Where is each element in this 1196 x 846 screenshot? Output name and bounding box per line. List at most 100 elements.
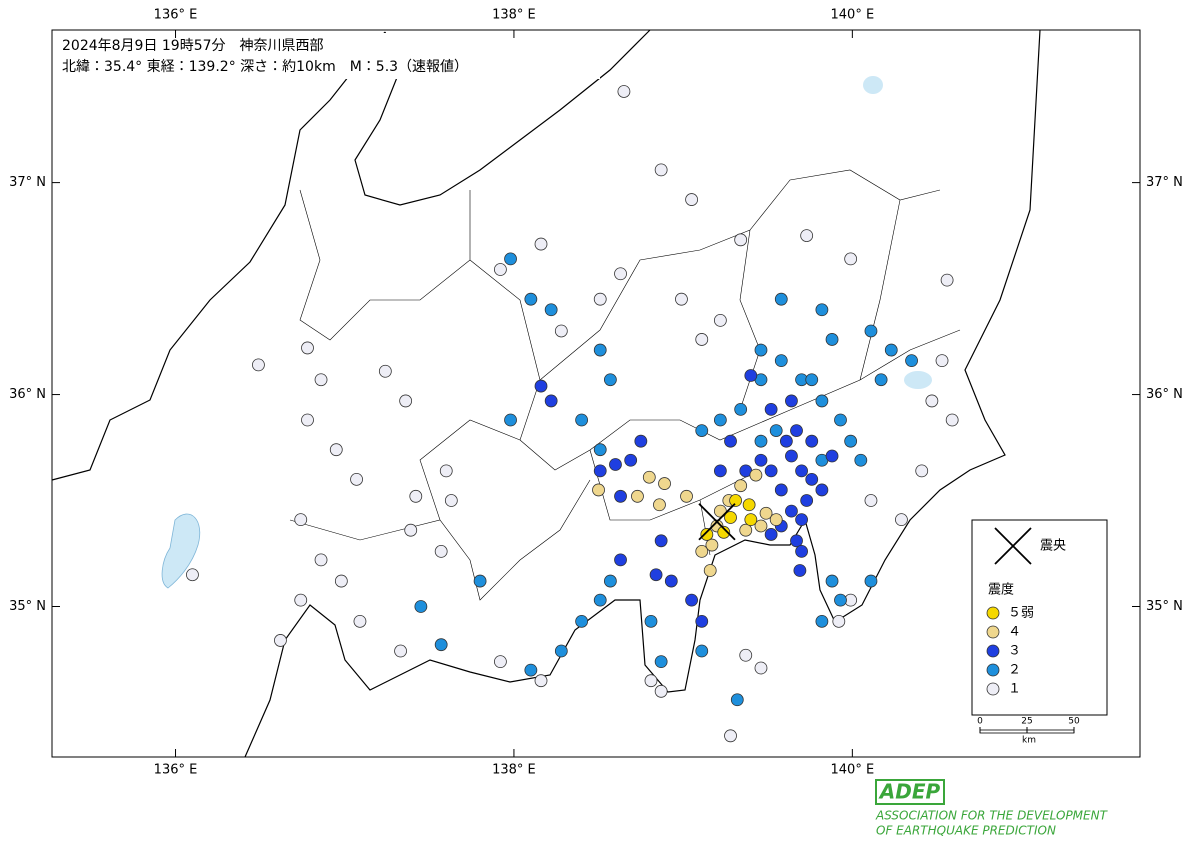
station <box>350 472 363 486</box>
y-tick-label: 35° N <box>9 599 46 614</box>
station <box>739 523 753 537</box>
station <box>301 341 314 355</box>
station <box>764 464 778 478</box>
legend-epicenter-mark <box>994 527 1032 565</box>
station <box>945 413 959 427</box>
header-bg <box>55 33 600 79</box>
station <box>654 655 668 669</box>
station <box>800 494 814 507</box>
legend-label: ４ <box>1008 625 1021 640</box>
coastline <box>51 29 1041 758</box>
logo-line1: ASSOCIATION FOR THE DEVELOPMENT <box>875 809 1109 823</box>
logo-box <box>875 779 945 805</box>
legend-epicenter-label: 震央 <box>1040 539 1066 554</box>
station <box>815 614 829 628</box>
station <box>825 449 839 463</box>
station <box>575 413 589 427</box>
station <box>642 470 656 484</box>
station <box>444 494 458 507</box>
station <box>334 574 348 588</box>
station <box>764 528 778 541</box>
station <box>844 434 858 448</box>
station <box>603 373 617 387</box>
station <box>614 489 627 503</box>
station <box>774 354 788 368</box>
station <box>785 449 798 463</box>
station <box>294 513 308 527</box>
station <box>634 434 648 448</box>
station <box>800 229 814 242</box>
station <box>864 324 878 338</box>
station <box>624 453 638 467</box>
station <box>815 303 829 317</box>
map-frame <box>51 29 1141 758</box>
x-tick-label: 138° E <box>492 8 536 23</box>
station <box>749 468 763 482</box>
station <box>729 494 742 507</box>
station <box>935 354 949 368</box>
station <box>754 343 768 357</box>
station <box>504 252 517 266</box>
station <box>785 394 798 408</box>
y-tick-label: 37° N <box>9 175 46 190</box>
station <box>754 661 768 675</box>
x-tick-label: 140° E <box>831 763 875 778</box>
station <box>434 638 448 652</box>
station <box>644 674 658 688</box>
station <box>705 538 719 552</box>
station <box>940 273 954 287</box>
station <box>675 292 688 306</box>
station <box>754 434 768 448</box>
station <box>805 472 819 486</box>
station <box>713 464 727 478</box>
scale-label: 25 <box>1021 717 1032 727</box>
station <box>378 364 392 378</box>
station <box>825 333 839 346</box>
station <box>603 574 617 588</box>
station <box>544 303 558 317</box>
legend-label: １ <box>1008 682 1021 697</box>
station <box>825 574 839 588</box>
station <box>815 483 829 497</box>
station <box>769 513 783 527</box>
station <box>649 568 663 582</box>
x-tick-label: 136° E <box>154 8 198 23</box>
lake-biwa <box>161 513 201 589</box>
station <box>631 489 644 503</box>
station <box>790 424 803 437</box>
station <box>854 453 868 467</box>
y-tick-label: 36° N <box>1146 387 1183 402</box>
legend-label: ５弱 <box>1008 606 1034 621</box>
x-tick-label: 140° E <box>831 8 875 23</box>
station <box>524 292 538 306</box>
station <box>734 402 748 416</box>
legend-label: ２ <box>1008 663 1021 678</box>
station <box>409 489 423 503</box>
station <box>534 379 548 393</box>
station <box>329 443 343 457</box>
station <box>864 494 878 507</box>
station <box>793 564 807 577</box>
lake-inawashiro <box>863 76 883 94</box>
station <box>734 479 748 493</box>
station <box>644 614 658 628</box>
station <box>524 663 538 677</box>
station <box>439 464 453 478</box>
station <box>815 394 829 408</box>
station <box>614 553 627 567</box>
station <box>654 534 668 548</box>
station <box>805 434 819 448</box>
station <box>614 267 627 281</box>
station <box>394 644 407 658</box>
station <box>713 313 727 327</box>
station <box>744 513 758 527</box>
station <box>774 483 788 497</box>
station <box>730 693 744 707</box>
station <box>769 424 783 437</box>
logo-mark: ADEP <box>878 780 941 804</box>
station <box>680 489 693 503</box>
station <box>744 369 758 382</box>
station <box>493 263 507 276</box>
